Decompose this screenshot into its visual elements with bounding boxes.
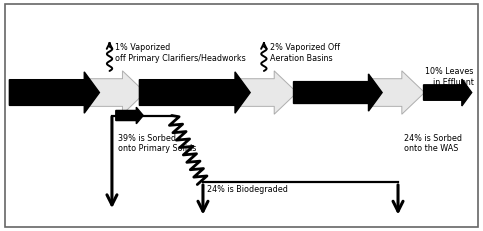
Polygon shape [9,72,99,113]
Text: 10% Leaves
in Effluent: 10% Leaves in Effluent [425,67,474,87]
Polygon shape [424,79,472,106]
Text: 1% Vaporized
off Primary Clarifiers/Headworks: 1% Vaporized off Primary Clarifiers/Head… [115,43,246,63]
Text: 24% is Sorbed
onto the WAS: 24% is Sorbed onto the WAS [404,134,462,153]
Polygon shape [116,107,143,124]
Polygon shape [371,71,425,114]
Polygon shape [294,74,382,111]
Polygon shape [241,71,297,114]
Polygon shape [140,72,250,113]
Text: 100% In: 100% In [11,85,44,94]
Text: 24% is Biodegraded: 24% is Biodegraded [207,185,288,194]
Polygon shape [88,71,145,114]
Text: 39% is Sorbed
onto Primary Solids: 39% is Sorbed onto Primary Solids [118,134,196,153]
Text: 2% Vaporized Off
Aeration Basins: 2% Vaporized Off Aeration Basins [270,43,340,63]
